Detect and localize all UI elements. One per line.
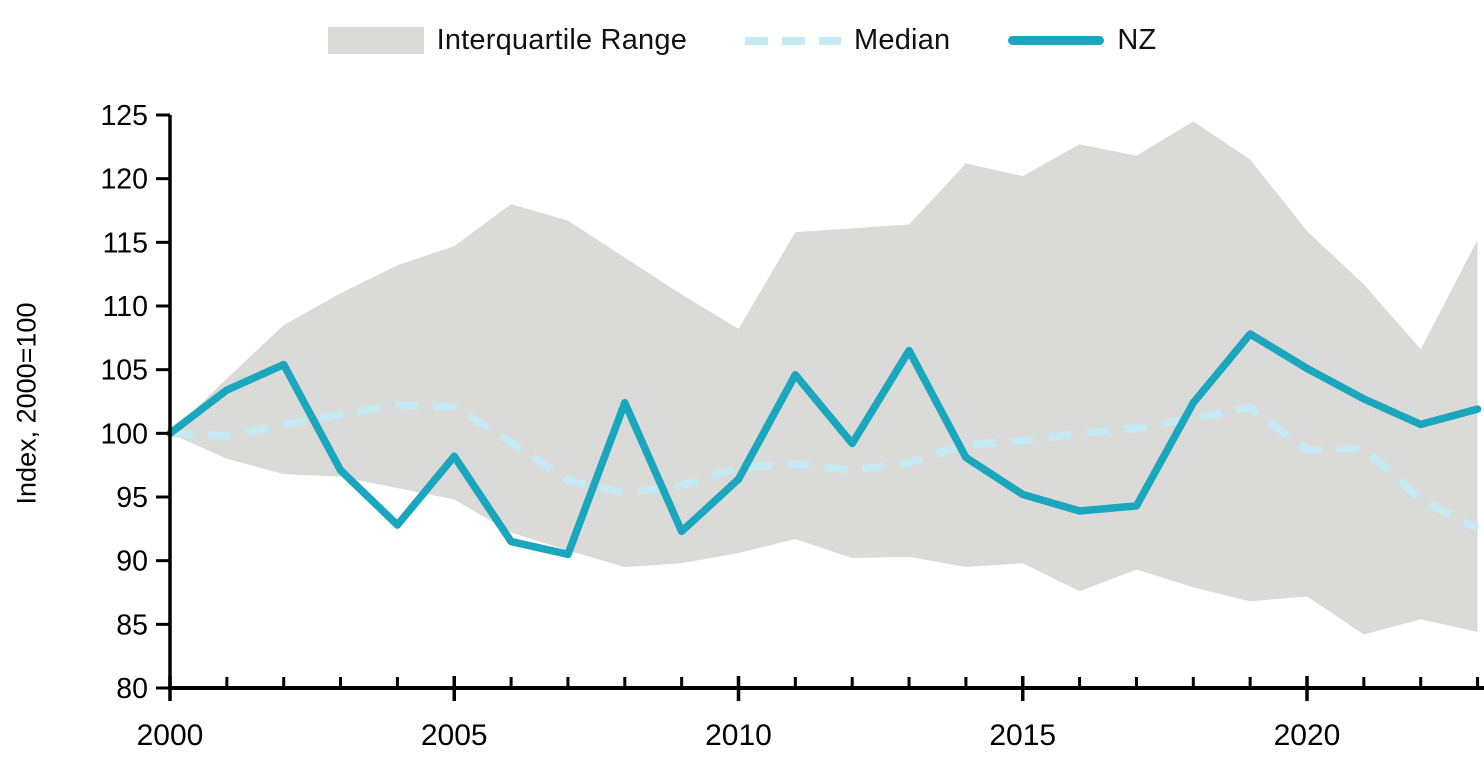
x-tick-label: 2010 [705, 719, 772, 752]
x-tick-label: 2015 [989, 719, 1056, 752]
y-tick-label: 105 [100, 355, 148, 387]
legend-label-median: Median [854, 24, 951, 56]
iqr-band [170, 121, 1478, 635]
legend-item-iqr: Interquartile Range [327, 24, 688, 57]
nz-line [166, 330, 1482, 559]
iqr-band-swatch-icon [327, 27, 424, 54]
y-tick-label: 125 [100, 100, 148, 132]
legend-item-median: Median [745, 24, 950, 57]
x-tick-label: 2020 [1274, 719, 1341, 752]
legend: Interquartile Range Median NZ [0, 24, 1484, 57]
legend-label-iqr: Interquartile Range [436, 24, 688, 56]
y-tick-label: 85 [116, 609, 148, 641]
y-tick-label: 90 [116, 546, 148, 578]
y-tick-label: 110 [103, 291, 148, 323]
x-tick-label: 2005 [421, 719, 488, 752]
x-tick-label: 2000 [137, 719, 204, 752]
y-tick-label: 120 [100, 164, 148, 196]
legend-label-nz: NZ [1117, 24, 1157, 56]
legend-item-nz: NZ [1008, 24, 1156, 57]
y-axis-title: Index, 2000=100 [11, 302, 42, 505]
y-tick-label: 95 [116, 482, 148, 514]
y-tick-label: 80 [116, 673, 148, 705]
y-tick-label: 100 [100, 418, 148, 450]
y-tick-label: 115 [103, 227, 148, 259]
median-dashed-swatch-icon [745, 36, 842, 45]
nz-line-swatch-icon [1008, 36, 1105, 45]
